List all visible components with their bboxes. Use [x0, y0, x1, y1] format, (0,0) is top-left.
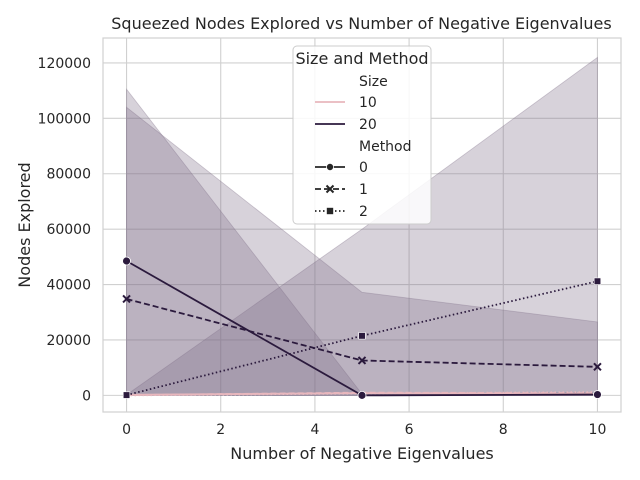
- series-markers: [122, 256, 602, 400]
- legend-size-10-label: 10: [359, 95, 377, 111]
- x-tick-label-0: 0: [122, 422, 131, 438]
- x-tick-label-5: 10: [589, 422, 607, 438]
- marker-size-20-method-2-1: [358, 332, 366, 340]
- y-tick-label-5: 100000: [38, 111, 91, 127]
- legend-method-1-label: 1: [359, 182, 368, 198]
- y-tick-label-0: 0: [82, 388, 91, 404]
- y-tick-labels: 0 20000 40000 60000 80000 100000 120000: [38, 56, 91, 404]
- chart-title: Squeezed Nodes Explored vs Number of Neg…: [111, 14, 611, 33]
- marker-size-20-method-0-2: [593, 390, 602, 399]
- legend-method-0-label: 0: [359, 160, 368, 176]
- marker-size-20-method-1-1: [357, 356, 367, 365]
- legend-size-header: Size: [359, 74, 388, 90]
- series-line-size-10-method-2: [126, 391, 598, 397]
- x-tick-labels: 0 2 4 6 8 10: [122, 422, 606, 438]
- legend: Size and Method Size 10 20 Method 0 1 2: [292, 45, 432, 225]
- marker-size-20-method-0-0: [122, 256, 131, 266]
- legend-size-20-label: 20: [359, 117, 377, 133]
- legend-method-2-label: 2: [359, 204, 368, 220]
- legend-method-2-marker: [326, 207, 334, 215]
- marker-size-20-method-2-2: [593, 277, 602, 285]
- y-tick-label-1: 20000: [46, 333, 91, 349]
- y-tick-label-3: 60000: [46, 222, 91, 238]
- y-axis-label: Nodes Explored: [15, 162, 34, 287]
- legend-method-1-marker: [325, 184, 335, 194]
- legend-method-header: Method: [359, 139, 412, 155]
- x-tick-label-2: 4: [310, 422, 319, 438]
- series-line-size-20-method-2: [126, 280, 598, 396]
- legend-title: Size and Method: [295, 49, 428, 68]
- y-tick-label-6: 120000: [38, 56, 91, 72]
- marker-size-20-method-0-1: [357, 390, 367, 400]
- y-tick-label-2: 40000: [46, 278, 91, 294]
- legend-box: [292, 45, 432, 225]
- x-tick-label-3: 6: [405, 422, 414, 438]
- marker-size-20-method-2-0: [122, 391, 131, 399]
- legend-method-0-marker: [325, 162, 334, 171]
- x-axis-label: Number of Negative Eigenvalues: [230, 444, 494, 463]
- y-tick-label-4: 80000: [46, 167, 91, 183]
- x-tick-label-4: 8: [499, 422, 508, 438]
- marker-size-20-method-1-2: [593, 362, 602, 372]
- x-tick-label-1: 2: [216, 422, 225, 438]
- marker-size-20-method-1-0: [122, 294, 131, 304]
